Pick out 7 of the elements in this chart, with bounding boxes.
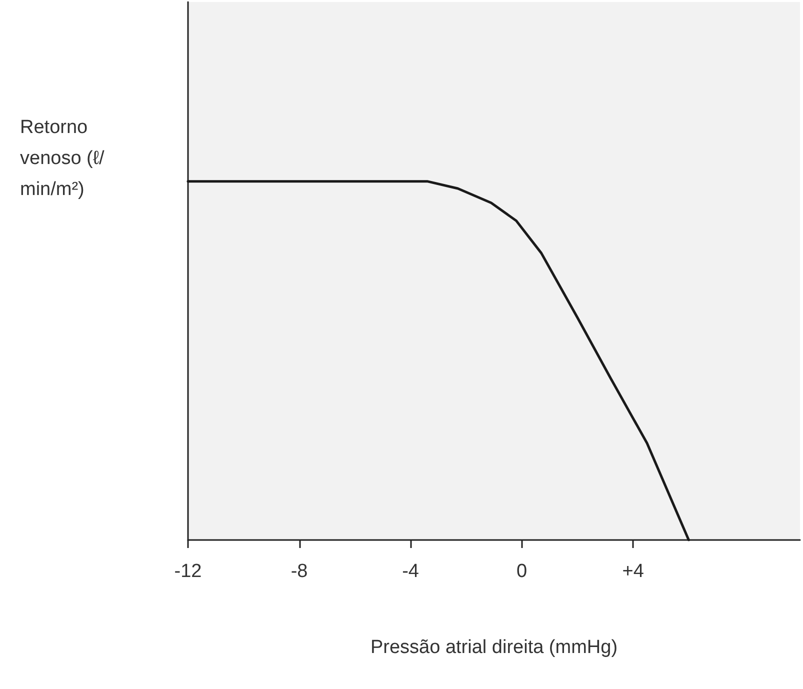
x-tick-label: -12 xyxy=(174,561,202,582)
x-tick-label: +4 xyxy=(622,561,644,582)
x-tick-label: -8 xyxy=(290,561,308,582)
x-axis-title: Pressão atrial direita (mmHg) xyxy=(370,637,618,658)
y-axis-title: Retorno venoso (ℓ/min/m²) xyxy=(20,117,106,200)
x-tick-label: -4 xyxy=(402,561,420,582)
x-tick-label: 0 xyxy=(516,561,528,582)
